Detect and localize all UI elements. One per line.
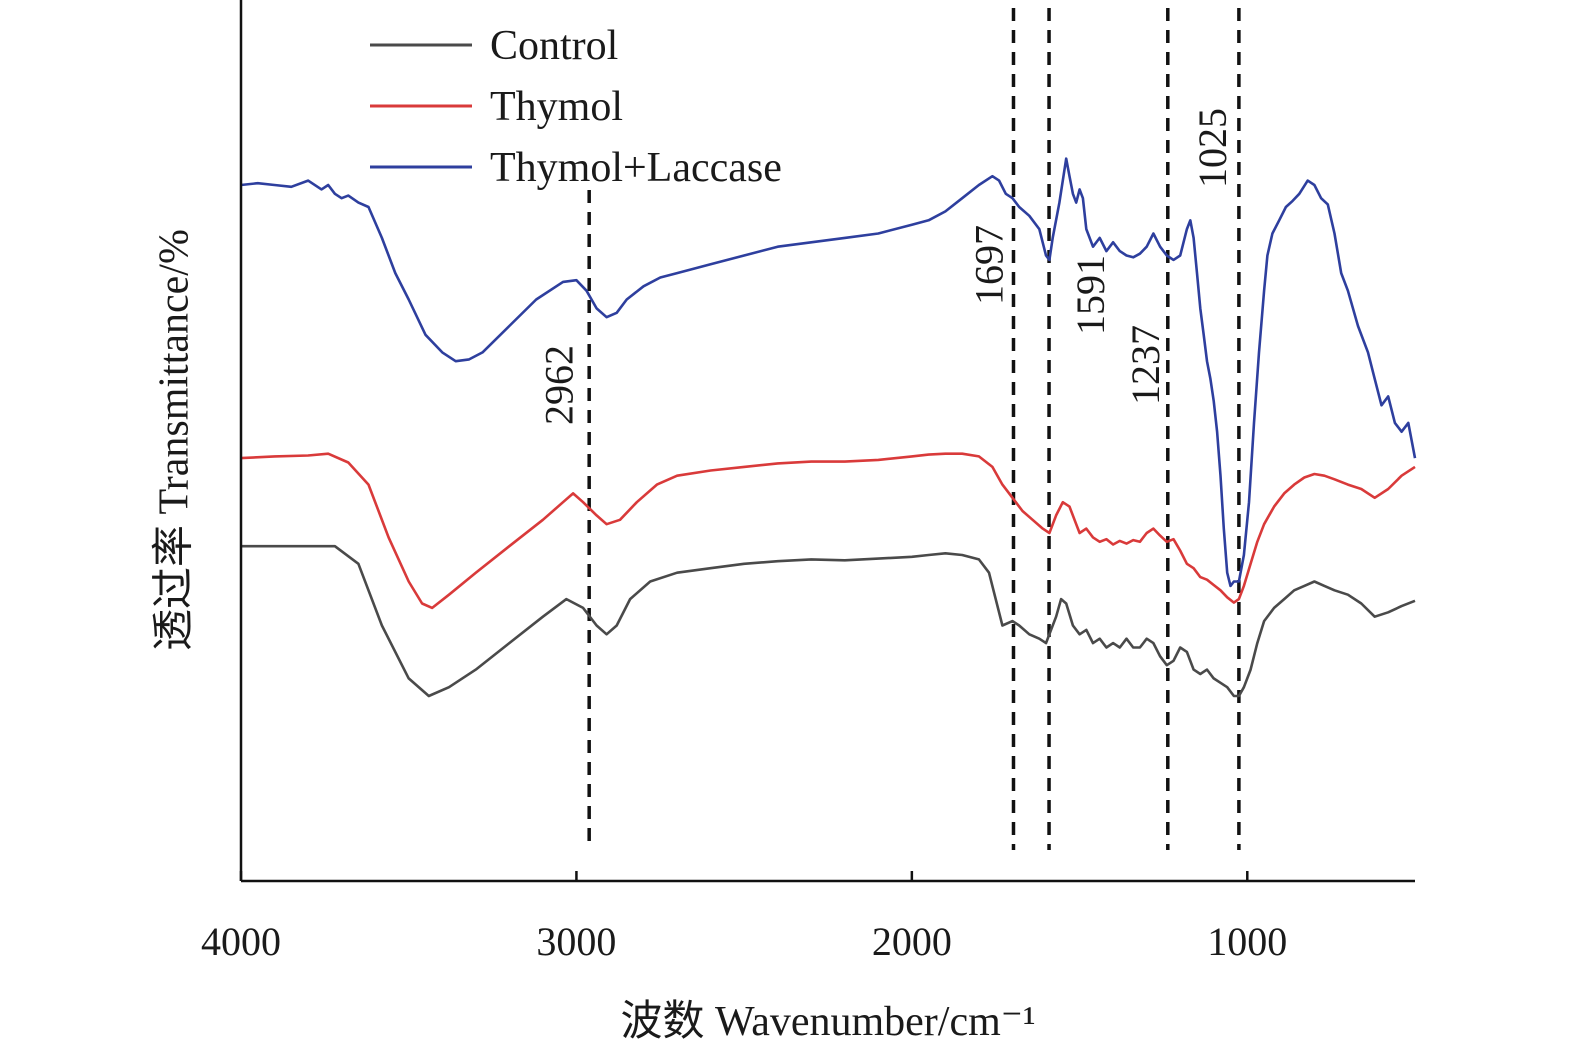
x-tick-label: 4000 <box>201 919 281 964</box>
x-tick-label: 3000 <box>536 919 616 964</box>
peak-label-1025: 1025 <box>1190 108 1235 188</box>
x-tick-label: 1000 <box>1207 919 1287 964</box>
peak-label-1591: 1591 <box>1068 255 1113 335</box>
x-tick-label: 2000 <box>872 919 952 964</box>
axes <box>239 0 1415 883</box>
legend-label: Thymol+Laccase <box>490 145 782 191</box>
legend-label: Control <box>490 23 618 69</box>
series-line-thymol-laccase <box>240 157 1417 588</box>
series-line-control <box>241 544 1416 698</box>
x-ticks: 4000 3000 2000 1000 <box>201 871 1287 964</box>
peak-label-1697: 1697 <box>967 225 1012 305</box>
legend-label: Thymol <box>490 84 623 130</box>
peak-label-1237: 1237 <box>1123 325 1168 405</box>
x-axis-label: 波数 Wavenumber/cm⁻¹ <box>620 999 1035 1045</box>
series-group <box>240 157 1417 698</box>
legend: Control Thymol Thymol+Laccase <box>370 23 782 191</box>
series-line-thymol <box>240 452 1416 610</box>
reference-lines <box>587 8 1241 850</box>
peak-label-2962: 2962 <box>536 345 581 425</box>
y-axis-label: 透过率 Transmittance/% <box>151 229 198 651</box>
